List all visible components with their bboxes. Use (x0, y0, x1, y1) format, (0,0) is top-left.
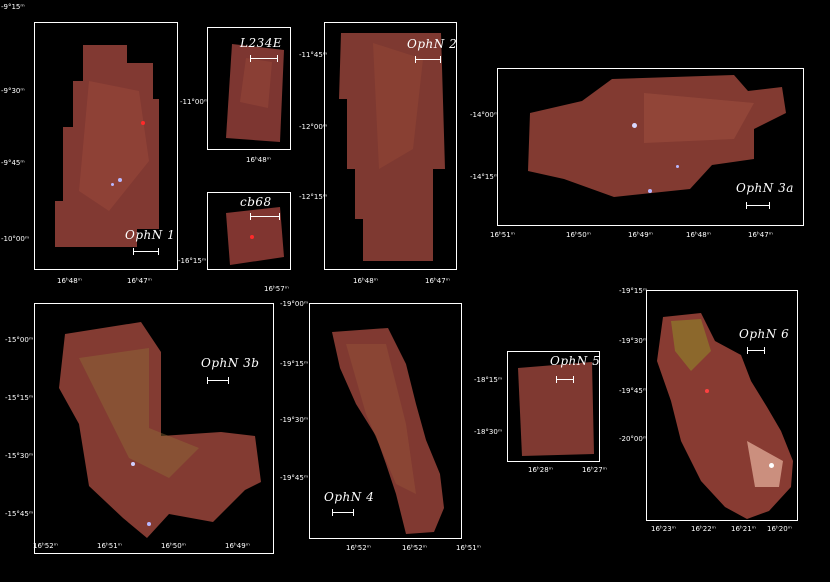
x-tick-label: 16ʰ51ᵐ (97, 542, 123, 550)
star (111, 183, 114, 186)
y-tick-label: -18°30ᵐ (474, 428, 503, 436)
y-tick-label: -16°15ᵐ (178, 257, 207, 265)
scale-bar (250, 213, 280, 220)
x-tick-label: 16ʰ27ᵐ (582, 466, 608, 474)
y-tick-label: -15°15ᵐ (5, 394, 34, 402)
x-tick-label: 16ʰ48ᵐ (686, 231, 712, 239)
x-tick-label: 16ʰ50ᵐ (566, 231, 592, 239)
scale-bar (133, 248, 159, 255)
x-tick-label: 16ʰ49ᵐ (628, 231, 654, 239)
x-tick-label: 16ʰ47ᵐ (748, 231, 774, 239)
panel-name: OphN 1 (125, 228, 176, 242)
star (250, 235, 254, 239)
star (632, 123, 637, 128)
panel-name: cb68 (240, 195, 272, 209)
star (141, 121, 145, 125)
x-tick-label: 16ʰ48ᵐ (57, 277, 83, 285)
x-tick-label: 16ʰ20ᵐ (767, 525, 793, 533)
x-tick-label: 16ʰ22ᵐ (691, 525, 717, 533)
x-tick-label: 16ʰ51ᵐ (456, 544, 482, 552)
x-tick-label: 16ʰ47ᵐ (425, 277, 451, 285)
panel-name: OphN 2 (407, 37, 458, 51)
scale-bar (332, 509, 354, 516)
scale-bar (207, 377, 229, 384)
star (118, 178, 122, 182)
ophn3a-image (528, 75, 786, 197)
panel-ophn5: OphN 5 -18°15ᵐ -18°30ᵐ 16ʰ28ᵐ 16ʰ27ᵐ (474, 351, 607, 474)
panel-name: OphN 3a (736, 181, 794, 195)
x-tick-label: 16ʰ48ᵐ (353, 277, 379, 285)
star (648, 189, 652, 193)
panel-name: OphN 5 (550, 354, 601, 368)
ophn6-image (657, 313, 793, 519)
star (676, 165, 679, 168)
y-tick-label: -19°45ᵐ (619, 387, 648, 395)
y-tick-label: -11°45ᵐ (299, 51, 328, 59)
y-tick-label: -15°45ᵐ (5, 510, 34, 518)
star (705, 389, 709, 393)
y-tick-label: -19°45ᵐ (280, 474, 309, 482)
x-tick-label: 16ʰ49ᵐ (225, 542, 251, 550)
x-tick-label: 16ʰ47ᵐ (127, 277, 153, 285)
l234e-image (226, 44, 284, 142)
scale-bar (746, 202, 770, 209)
x-tick-label: 16ʰ51ᵐ (490, 231, 516, 239)
x-tick-label: 16ʰ48ᵐ (246, 156, 272, 164)
y-tick-label: -11°00ᵐ (180, 98, 209, 106)
ophn3b-image (59, 322, 261, 538)
x-tick-label: 16ʰ21ᵐ (731, 525, 757, 533)
ophn5-image (518, 362, 594, 456)
x-tick-label: 16ʰ50ᵐ (161, 542, 187, 550)
star (147, 522, 151, 526)
panel-l234e: L234E -11°00ᵐ 16ʰ48ᵐ (180, 27, 291, 164)
ophn2-image (339, 33, 445, 261)
star (131, 462, 135, 466)
y-tick-label: -15°30ᵐ (5, 452, 34, 460)
x-tick-label: 16ʰ23ᵐ (651, 525, 677, 533)
panel-ophn3a: OphN 3a -14°00ᵐ -14°15ᵐ 16ʰ51ᵐ 16ʰ50ᵐ 16… (470, 68, 804, 239)
scale-bar (556, 376, 574, 383)
y-tick-label: -19°15ᵐ (619, 287, 648, 295)
panel-ophn6: OphN 6 -19°15ᵐ -19°30ᵐ -19°45ᵐ -20°00ᵐ 1… (619, 287, 798, 533)
y-tick-label: -19°30ᵐ (280, 416, 309, 424)
scale-bar (747, 347, 765, 354)
cb68-image (226, 207, 284, 265)
y-tick-label: -14°00ᵐ (470, 111, 499, 119)
panel-name: L234E (240, 36, 283, 50)
scale-bar (415, 56, 441, 63)
y-tick-label: -20°00ᵐ (619, 435, 648, 443)
star (769, 463, 774, 468)
scale-bar (250, 55, 278, 62)
panel-ophn2: OphN 2 -11°45ᵐ -12°00ᵐ -12°15ᵐ 16ʰ48ᵐ 16… (299, 22, 458, 285)
x-tick-label: 16ʰ52ᵐ (402, 544, 428, 552)
x-tick-label: 16ʰ57ᵐ (264, 285, 290, 293)
y-tick-label: -19°30ᵐ (619, 337, 648, 345)
panel-cb68: cb68 -16°15ᵐ 16ʰ57ᵐ (178, 192, 291, 293)
y-tick-label: -19°00ᵐ (280, 300, 309, 308)
y-tick-label: -15°00ᵐ (5, 336, 34, 344)
panel-ophn1: OphN 1 -9°15ᵐ -9°30ᵐ -9°45ᵐ -10°00ᵐ 16ʰ4… (1, 3, 178, 285)
x-tick-label: 16ʰ52ᵐ (346, 544, 372, 552)
panel-name: OphN 3b (201, 356, 260, 370)
x-tick-label: 16ʰ52ᵐ (33, 542, 59, 550)
y-tick-label: -12°00ᵐ (299, 123, 328, 131)
y-tick-label: -12°15ᵐ (299, 193, 328, 201)
y-tick-label: -9°45ᵐ (1, 159, 25, 167)
y-tick-label: -14°15ᵐ (470, 173, 499, 181)
panel-ophn4: OphN 4 -19°00ᵐ -19°15ᵐ -19°30ᵐ -19°45ᵐ 1… (280, 300, 481, 552)
x-tick-label: 16ʰ28ᵐ (528, 466, 554, 474)
panel-ophn3b: OphN 3b -15°00ᵐ -15°15ᵐ -15°30ᵐ -15°45ᵐ … (5, 303, 274, 554)
y-tick-label: -9°30ᵐ (1, 87, 25, 95)
panel-name: OphN 4 (324, 490, 375, 504)
y-tick-label: -18°15ᵐ (474, 376, 503, 384)
y-tick-label: -9°15ᵐ (1, 3, 25, 11)
ophn1-image (55, 45, 159, 247)
panel-name: OphN 6 (739, 327, 790, 341)
ophn4-image (332, 328, 444, 534)
y-tick-label: -10°00ᵐ (1, 235, 30, 243)
y-tick-label: -19°15ᵐ (280, 360, 309, 368)
